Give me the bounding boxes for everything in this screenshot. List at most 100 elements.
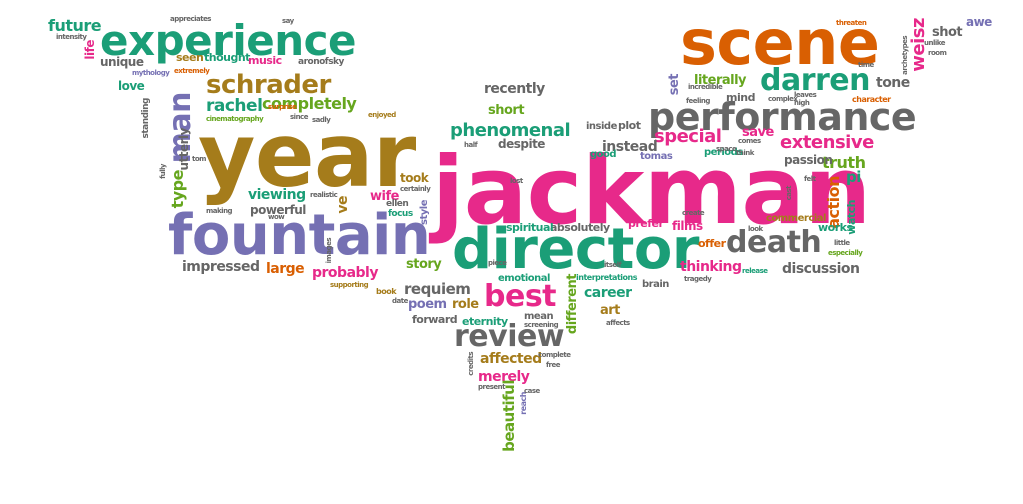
- word: large: [266, 261, 305, 277]
- word: forward: [412, 313, 458, 326]
- word: truth: [822, 153, 866, 172]
- word: appreciates: [170, 15, 211, 23]
- word: piece: [488, 259, 507, 267]
- word: career: [584, 285, 632, 301]
- word: probably: [312, 265, 378, 281]
- word: enjoyed: [368, 111, 396, 119]
- word: death: [726, 225, 822, 260]
- word: love: [118, 79, 145, 93]
- word: ve: [335, 196, 351, 214]
- word: affected: [480, 351, 542, 367]
- word: making: [206, 207, 233, 215]
- word: thought: [204, 51, 250, 64]
- word: complex: [768, 95, 798, 103]
- word: despite: [498, 137, 545, 151]
- word: type: [168, 170, 187, 209]
- word: commercial: [766, 213, 826, 224]
- word: review: [454, 319, 565, 354]
- word: complete: [538, 351, 571, 359]
- word: thinking: [680, 259, 742, 275]
- word: standing: [141, 98, 151, 139]
- word: films: [672, 219, 703, 233]
- word: story: [406, 257, 442, 272]
- word: passion: [784, 153, 833, 167]
- word: cast: [785, 186, 793, 201]
- word: intensity: [56, 33, 87, 41]
- word: surprise: [268, 103, 297, 111]
- word: images: [325, 238, 333, 264]
- word: unique: [100, 55, 144, 69]
- word: special: [654, 126, 722, 147]
- word: poem: [408, 297, 447, 312]
- word: future: [48, 16, 102, 35]
- word: mean: [524, 311, 554, 322]
- word: emotional: [498, 273, 550, 284]
- word: affects: [606, 319, 630, 327]
- word: prefer: [628, 217, 664, 230]
- word: different: [565, 274, 580, 335]
- word: short: [488, 103, 525, 118]
- word: ellen: [386, 199, 409, 209]
- word: date: [392, 297, 408, 305]
- word: unlike: [924, 39, 945, 47]
- word: scene: [680, 6, 880, 79]
- word: mythology: [132, 69, 170, 77]
- word: instead: [602, 139, 658, 155]
- word: seen: [176, 51, 204, 64]
- word: life: [83, 40, 97, 60]
- word: leaves: [794, 91, 817, 99]
- word: schrader: [206, 70, 331, 100]
- word: good: [590, 149, 617, 160]
- word: performance: [648, 95, 917, 139]
- word: incredible: [688, 83, 723, 91]
- word: set: [667, 74, 682, 96]
- word: especially: [828, 249, 863, 257]
- word: space: [716, 145, 737, 153]
- word: certainly: [400, 185, 431, 193]
- word: cinematography: [206, 115, 264, 123]
- word: impressed: [182, 259, 260, 275]
- word: style: [419, 200, 430, 225]
- word: present: [478, 383, 505, 391]
- word: little: [834, 239, 850, 247]
- word: works: [818, 221, 853, 234]
- word: aronofsky: [298, 57, 344, 67]
- word: interpretations: [576, 273, 637, 282]
- word: watch: [845, 200, 858, 235]
- word: merely: [478, 369, 530, 385]
- word: credits: [467, 352, 475, 376]
- word: tone: [876, 75, 910, 91]
- word: feeling: [686, 97, 710, 105]
- word: screening: [524, 321, 559, 329]
- word: lost: [510, 177, 523, 185]
- word: wow: [268, 213, 285, 221]
- word: reach: [519, 392, 528, 415]
- word: darren: [760, 63, 871, 98]
- word: best: [484, 279, 557, 314]
- word: since: [290, 113, 308, 121]
- word: rachel: [206, 96, 263, 116]
- word: mind: [726, 91, 755, 104]
- word: say: [282, 17, 294, 25]
- word: book: [376, 287, 397, 296]
- word: absolutely: [550, 221, 610, 234]
- word: discussion: [782, 261, 860, 277]
- word: time: [858, 61, 874, 69]
- word: experience: [100, 16, 357, 65]
- word: look: [748, 225, 763, 233]
- word: think: [736, 149, 754, 157]
- word: role: [452, 297, 479, 312]
- word: powerful: [250, 203, 306, 217]
- word: director: [452, 217, 699, 282]
- word: pi: [846, 168, 861, 186]
- word: character: [852, 95, 891, 104]
- word: fountain: [168, 203, 431, 268]
- word: periods: [704, 147, 743, 158]
- word: case: [524, 387, 540, 395]
- word: tragedy: [684, 275, 712, 283]
- word: archetypes: [901, 36, 909, 75]
- word: realistic: [310, 191, 338, 199]
- word: tomas: [640, 151, 673, 162]
- word: offer: [698, 237, 726, 250]
- word: completely: [262, 94, 357, 113]
